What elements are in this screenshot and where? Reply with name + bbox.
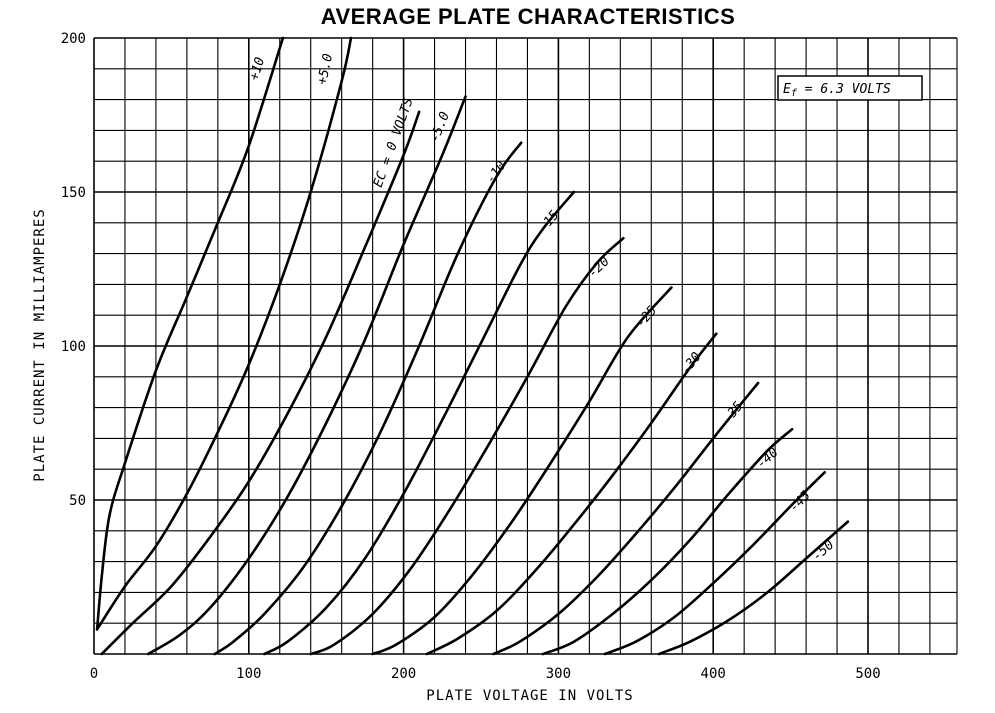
curve-7 <box>371 286 673 656</box>
x-tick-label: 100 <box>236 666 261 682</box>
y-tick-label: 50 <box>69 493 86 509</box>
x-tick-label: 0 <box>90 666 98 682</box>
curve-6 <box>309 236 625 656</box>
curve-label-1: +5.0 <box>315 52 336 86</box>
x-tick-label: 400 <box>701 666 726 682</box>
curve-9 <box>492 381 760 656</box>
annotation-box <box>777 75 923 101</box>
y-tick-label: 100 <box>61 339 86 355</box>
grid <box>93 37 958 655</box>
curve-2 <box>100 110 421 656</box>
y-tick-label: 200 <box>61 31 86 47</box>
curve-12 <box>657 520 850 656</box>
y-tick-label: 150 <box>61 185 86 201</box>
x-tick-label: 300 <box>546 666 571 682</box>
filament-voltage-annotation: Ef = 6.3 VOLTS <box>777 75 923 101</box>
x-tick-label: 200 <box>391 666 416 682</box>
x-tick-label: 500 <box>855 666 880 682</box>
curve-label-0: +10 <box>247 55 268 82</box>
annotation-text: Ef = 6.3 VOLTS <box>783 82 891 99</box>
curve-0 <box>95 36 285 631</box>
curve-labels: +10 +5.0EC = 0 VOLTS -5.0-10-15-20-25-30-3… <box>247 52 838 564</box>
chart-title: AVERAGE PLATE CHARACTERISTICS <box>320 4 736 29</box>
x-axis-label: PLATE VOLTAGE IN VOLTS <box>426 688 633 704</box>
annotation-subscript: f <box>791 88 798 99</box>
curve-4 <box>213 141 523 656</box>
curve-10 <box>541 427 794 656</box>
annotation-rest: = 6.3 VOLTS <box>797 82 891 97</box>
curves <box>95 36 850 656</box>
curve-11 <box>603 471 826 656</box>
curve-label-11: -45 <box>787 488 814 515</box>
curve-5 <box>263 190 576 656</box>
curve-label-2: EC = 0 VOLTS <box>371 96 417 190</box>
curve-3 <box>146 95 467 656</box>
annotation-prefix: E <box>783 82 791 97</box>
curve-8 <box>425 332 718 656</box>
curve-label-10: -40 <box>754 445 782 472</box>
curve-label-12: -50 <box>810 537 838 564</box>
ticks: 0 100 200 300 400 500 50 100 150 200 <box>61 31 881 682</box>
curve-1 <box>95 36 353 631</box>
y-axis-label: PLATE CURRENT IN MILLIAMPERES <box>32 208 48 481</box>
